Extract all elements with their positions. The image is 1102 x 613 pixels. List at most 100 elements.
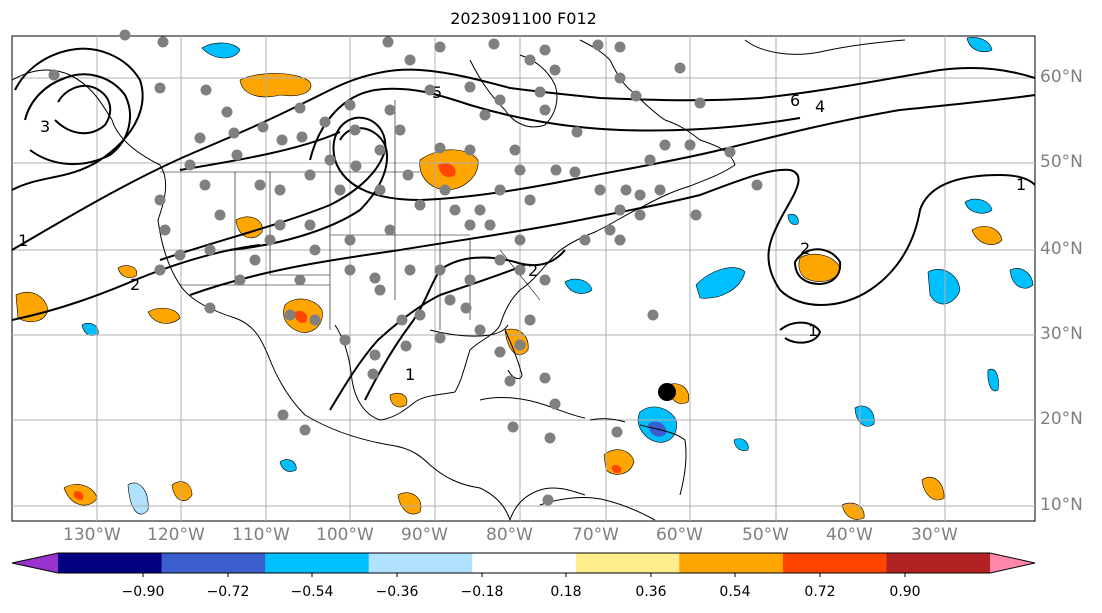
map-title: 2023091100 F012 bbox=[450, 9, 597, 28]
station-dot bbox=[464, 81, 476, 93]
station-dot bbox=[569, 166, 581, 178]
station-dot bbox=[294, 274, 306, 286]
red-blob bbox=[611, 465, 622, 474]
red-blob bbox=[73, 491, 84, 500]
station-dot bbox=[404, 264, 416, 276]
station-dot bbox=[549, 398, 561, 410]
station-dot bbox=[304, 219, 316, 231]
station-dot bbox=[200, 84, 212, 96]
colorbar bbox=[11, 552, 1036, 577]
station-dot bbox=[296, 131, 308, 143]
station-dot bbox=[277, 409, 289, 421]
station-dot bbox=[514, 164, 526, 176]
station-dot bbox=[424, 84, 436, 96]
station-dot bbox=[294, 102, 306, 114]
station-dot bbox=[199, 179, 211, 191]
orange-blob bbox=[235, 216, 263, 239]
contour-label: 2 bbox=[800, 239, 810, 258]
blue-blob bbox=[964, 198, 993, 214]
station-dot bbox=[344, 234, 356, 246]
station-dot bbox=[194, 132, 206, 144]
latitude-label: 20°N bbox=[1040, 409, 1083, 429]
station-dot bbox=[221, 106, 233, 118]
station-dot bbox=[594, 184, 606, 196]
station-dot bbox=[309, 314, 321, 326]
station-dot bbox=[276, 134, 288, 146]
station-dot bbox=[382, 36, 394, 48]
latitude-label: 30°N bbox=[1040, 324, 1083, 344]
station-dot bbox=[514, 264, 526, 276]
station-dot bbox=[274, 219, 286, 231]
contour-label: 1 bbox=[18, 231, 28, 250]
station-dot bbox=[350, 160, 362, 172]
orange-blob bbox=[171, 481, 193, 502]
station-dot bbox=[231, 149, 243, 161]
blue-blob bbox=[279, 459, 297, 472]
blue-blob bbox=[1009, 268, 1034, 289]
contour-label: 1 bbox=[1016, 175, 1026, 194]
station-dot bbox=[414, 199, 426, 211]
station-dot bbox=[309, 244, 321, 256]
colorbar-tick-label: 0.36 bbox=[635, 584, 667, 600]
blue-blob bbox=[201, 42, 241, 59]
station-dot bbox=[464, 219, 476, 231]
longitude-label: 50°W bbox=[742, 525, 789, 545]
station-dot bbox=[119, 29, 131, 41]
station-dot bbox=[439, 184, 451, 196]
colorbar-tick-label: 0.18 bbox=[550, 584, 582, 600]
contour-label: 1 bbox=[405, 365, 415, 384]
latitude-label: 10°N bbox=[1040, 495, 1083, 515]
station-dot bbox=[228, 127, 240, 139]
longitude-label: 30°W bbox=[911, 525, 958, 545]
station-dot bbox=[684, 139, 696, 151]
blue-blob bbox=[787, 213, 799, 225]
station-dot bbox=[384, 224, 396, 236]
station-dot bbox=[384, 104, 396, 116]
station-dot bbox=[434, 142, 446, 154]
colorbar-min-arrow bbox=[12, 553, 58, 573]
station-dot bbox=[349, 124, 361, 136]
colorbar-tick-label: −0.90 bbox=[121, 584, 165, 600]
station-dot bbox=[614, 234, 626, 246]
station-dot bbox=[514, 339, 526, 351]
colorbar-outline bbox=[11, 552, 1036, 574]
colorbar-tick-label: 0.54 bbox=[719, 584, 751, 600]
orange-blob bbox=[798, 253, 841, 282]
orange-blob bbox=[389, 392, 408, 408]
station-dot bbox=[174, 249, 186, 261]
station-dot bbox=[524, 194, 536, 206]
blue-blob bbox=[695, 267, 746, 299]
station-dot bbox=[611, 426, 623, 438]
station-dot bbox=[324, 154, 336, 166]
latitude-label: 60°N bbox=[1040, 67, 1083, 87]
station-dot bbox=[304, 169, 316, 181]
station-dot bbox=[507, 421, 519, 433]
station-dot bbox=[434, 332, 446, 344]
longitude-label: 90°W bbox=[401, 525, 448, 545]
contour-label-layer: 1 2 3 4 5 6 1 1 2 2 1 bbox=[18, 83, 1026, 384]
station-dot bbox=[620, 184, 632, 196]
station-dot bbox=[634, 209, 646, 221]
latitude-label: 40°N bbox=[1040, 239, 1083, 259]
station-dot bbox=[264, 234, 276, 246]
station-dot bbox=[299, 424, 311, 436]
station-dot bbox=[690, 209, 702, 221]
map-frame bbox=[11, 35, 1036, 522]
station-dot bbox=[444, 294, 456, 306]
colorbar-swatch bbox=[575, 553, 680, 573]
longitude-label: 100°W bbox=[316, 525, 374, 545]
station-dot bbox=[464, 274, 476, 286]
station-dot bbox=[464, 144, 476, 156]
station-dot bbox=[614, 204, 626, 216]
station-dot bbox=[257, 121, 269, 133]
station-dot bbox=[374, 184, 386, 196]
orange-blob bbox=[15, 291, 49, 323]
orange-blob bbox=[921, 476, 945, 501]
station-dot bbox=[157, 36, 169, 48]
colorbar-tick-label: −0.54 bbox=[290, 584, 334, 600]
blue-blob bbox=[733, 438, 749, 451]
station-dot bbox=[394, 124, 406, 136]
station-dot bbox=[514, 234, 526, 246]
station-dot bbox=[402, 169, 414, 181]
